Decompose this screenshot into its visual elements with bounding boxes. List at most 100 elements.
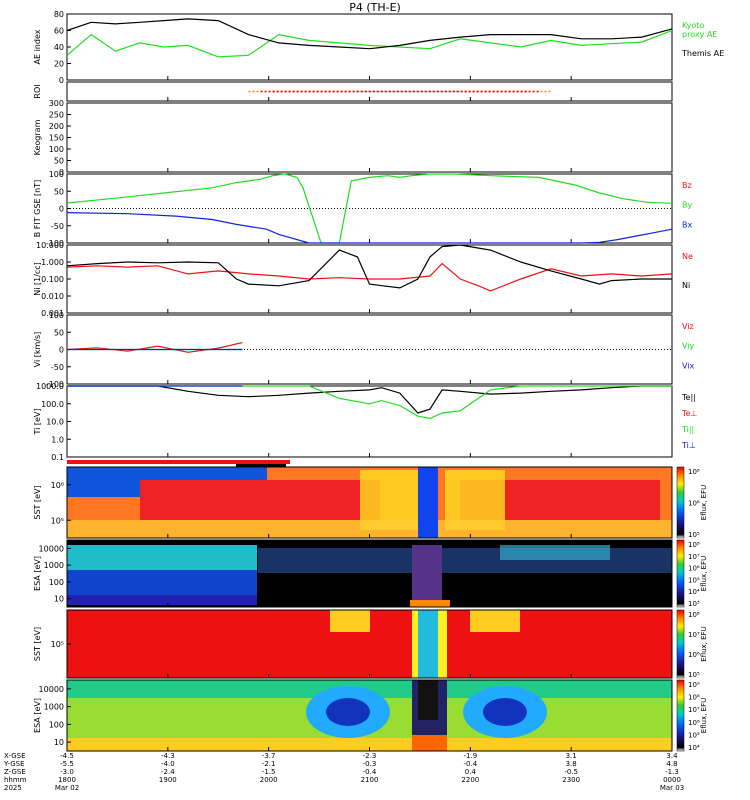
- y-tick-label: 0: [59, 168, 64, 177]
- colorbar-label: Eflux, EFU: [700, 626, 708, 661]
- y-tick-label: 10: [54, 738, 64, 747]
- legend-themisae: Themis AE: [681, 49, 724, 58]
- y-tick-label: 100: [49, 720, 64, 729]
- y-tick-label: 60: [54, 27, 64, 36]
- series-line-ni: [66, 244, 672, 289]
- legend-te: Te||: [681, 393, 696, 402]
- colorbar-tick: 10⁶: [688, 500, 700, 508]
- y-tick-label: 1.0: [51, 435, 64, 444]
- legend-vix: Vix: [682, 361, 695, 370]
- y-tick-label: -100: [46, 239, 64, 248]
- y-tick-label: 0.1: [51, 453, 64, 462]
- y-tick-label: 50: [54, 187, 64, 196]
- colorbar-tick: 10⁷: [688, 553, 700, 561]
- figure-title: P4 (TH-E): [349, 1, 401, 14]
- ephemeris-value: -4.0: [161, 760, 175, 768]
- colorbar-tick: 10⁷: [688, 631, 700, 639]
- ephemeris-value: 0.4: [465, 768, 477, 776]
- colorbar: [676, 466, 685, 539]
- ephemeris-value: 2100: [361, 776, 379, 784]
- ephemeris-value: 3.4: [666, 752, 678, 760]
- legend-te: Te⊥: [681, 409, 697, 418]
- colorbar-tick: 10⁴: [688, 588, 700, 596]
- y-tick-label: 40: [54, 43, 64, 52]
- colorbar-label: Eflux, EFU: [700, 556, 708, 591]
- y-tick-label: 10⁶: [51, 481, 64, 490]
- ephemeris-value: -3.0: [60, 768, 74, 776]
- legend-by: By: [682, 201, 692, 210]
- ephemeris-value: 2200: [461, 776, 479, 784]
- y-tick-label: 10⁵: [51, 516, 64, 525]
- y-tick-label: 10000: [39, 544, 64, 553]
- y-tick-label: 100: [49, 170, 64, 179]
- legend-ti: Ti||: [681, 425, 694, 434]
- colorbar-tick: 10⁶: [688, 651, 700, 659]
- y-axis-label-4: Ni [1/cc]: [33, 262, 42, 296]
- sst-electron-spectrogram: [67, 610, 672, 678]
- ephemeris-row-label: Z-GSE: [4, 768, 26, 776]
- status-bar-black: [236, 464, 286, 467]
- ephemeris-value: 4.8: [666, 760, 677, 768]
- y-tick-label: 150: [49, 134, 64, 143]
- ephemeris-row-label: 2025: [4, 784, 22, 792]
- colorbar-label: Eflux, EFU: [700, 698, 708, 733]
- y-tick-label: 20: [54, 60, 64, 69]
- ephemeris-value: 3.1: [566, 752, 577, 760]
- ephemeris-value: Mar 02: [55, 784, 79, 792]
- legend-ne: Ne: [682, 252, 693, 261]
- legend-bx: Bx: [682, 220, 692, 229]
- legend-ni: Ni: [682, 281, 690, 290]
- series-line-te: [67, 385, 672, 414]
- y-tick-label: 50: [54, 328, 64, 337]
- ephemeris-value: 0000: [663, 776, 681, 784]
- y-tick-label: 1000: [44, 561, 64, 570]
- y-tick-label: 100: [49, 311, 64, 320]
- ephemeris-value: 1900: [159, 776, 177, 784]
- y-tick-label: 1.000: [41, 258, 64, 267]
- ephemeris-value: -1.3: [665, 768, 679, 776]
- esa-ion-spectrogram: [67, 540, 672, 607]
- series-line-ti: [67, 385, 672, 420]
- y-tick-label: 0.001: [41, 309, 64, 318]
- ephemeris-value: -0.4: [363, 768, 377, 776]
- y-tick-label: 1000.0: [36, 382, 64, 391]
- ephemeris-value: -2.4: [161, 768, 175, 776]
- colorbar-tick: 10⁶: [688, 565, 700, 573]
- legend-viy: Viy: [682, 342, 695, 351]
- colorbar-tick: 10⁸: [688, 611, 700, 619]
- panel-frame-0: [66, 13, 673, 81]
- ephemeris-value: 1800: [58, 776, 76, 784]
- colorbar-tick: 10³: [688, 600, 700, 608]
- y-tick-label: 250: [49, 111, 64, 120]
- colorbar-tick: 10⁵: [688, 671, 700, 679]
- legend-kyotoproxyae: Kyoto: [682, 21, 704, 30]
- colorbar-tick: 10⁴: [688, 744, 700, 752]
- colorbar: [676, 679, 685, 752]
- y-tick-label: 50: [54, 157, 64, 166]
- y-tick-label: 0: [59, 76, 64, 85]
- y-tick-label: 100.0: [41, 400, 64, 409]
- y-axis-label-3: B FIT GSE [nT]: [33, 180, 42, 238]
- y-axis-label-2: Keogram: [33, 119, 42, 155]
- y-axis-label-6: Ti [eV]: [33, 408, 42, 435]
- ephemeris-row-label: hhmm: [4, 776, 27, 784]
- panel-frame-6: [66, 385, 673, 458]
- y-tick-label: -100: [46, 380, 64, 389]
- colorbar-tick: 10⁵: [688, 731, 700, 739]
- y-tick-label: 10000: [39, 685, 64, 694]
- ephemeris-value: -4.5: [60, 752, 74, 760]
- y-tick-label: 300: [49, 99, 64, 108]
- ephemeris-value: -4.3: [161, 752, 175, 760]
- colorbar-tick: 10⁷: [688, 706, 700, 714]
- series-line-kyotoproxyae: [66, 29, 673, 58]
- ephemeris-row-label: X-GSE: [4, 752, 26, 760]
- y-axis-label-10: ESA [eV]: [33, 698, 42, 733]
- ephemeris-value: -0.5: [564, 768, 578, 776]
- ephemeris-value: 2000: [260, 776, 278, 784]
- colorbar-tick: 10⁸: [688, 694, 700, 702]
- ephemeris-row-label: Y-GSE: [3, 760, 25, 768]
- y-tick-label: -50: [51, 363, 64, 372]
- colorbar-tick: 10⁵: [688, 576, 700, 584]
- ephemeris-value: 3.8: [566, 760, 577, 768]
